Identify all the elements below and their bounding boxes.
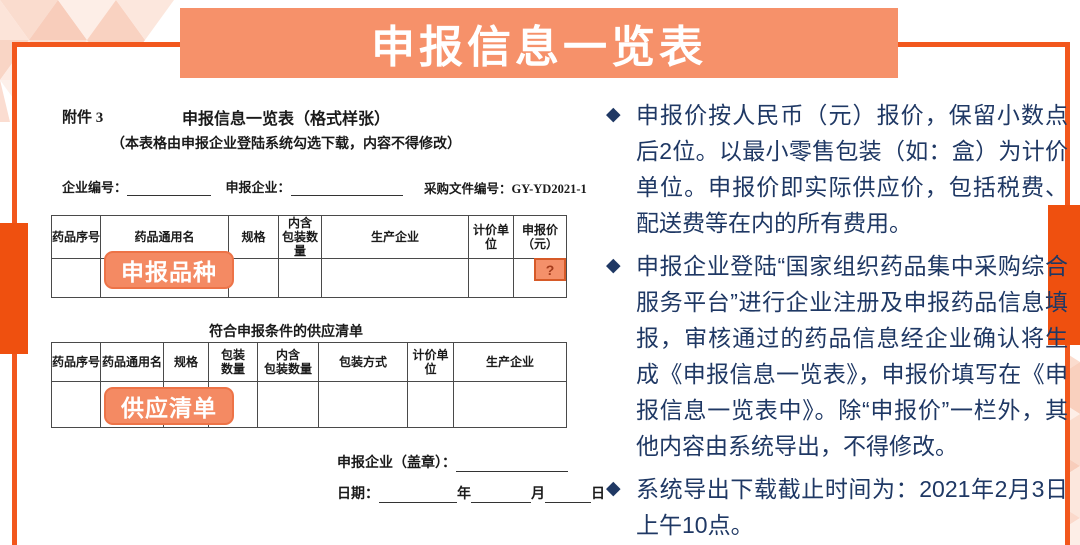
procurement-doc-number: GY-YD2021-1 [511,182,587,196]
declare-company-label: 申报企业： [225,180,291,195]
col-drug-no: 药品序号 [51,215,101,259]
col-price-unit: 计价单位 [468,215,514,259]
supply-list-callout: 供应清单 [104,387,234,425]
date-year-label: 年 [457,487,471,502]
document-subtitle: （本表格由申报企业登陆系统勾选下载，内容不得修改） [111,137,461,152]
col-spec: 规格 [163,342,209,382]
right-accent-bar [1048,205,1080,345]
attachment-label: 附件 3 [62,110,104,126]
signature-company-line: 申报企业（盖章）： [337,452,568,472]
company-fields: 企业编号： 申报企业： [62,177,403,196]
col-drug-name: 药品通用名 [100,342,164,382]
title-banner: 申报信息一览表 [180,8,898,78]
supply-list-table: 药品序号 药品通用名 规格 包装 数量 内含 包装数量 包装方式 计价单位 生产… [51,342,567,428]
signature-date-line: 日期： 年 月 日 [337,483,605,503]
col-price-unit: 计价单位 [407,342,454,382]
col-drug-no: 药品序号 [51,342,101,382]
note-text: 系统导出下载截止时间为：2021年2月3日上午10点。 [636,476,1068,538]
col-inner-pack-qty: 内含 包装数量 [278,215,322,259]
col-manufacturer: 生产企业 [453,342,567,382]
note-text: 申报企业登陆“国家组织药品集中采购综合服务平台”进行企业注册及申报药品信息填报，… [636,253,1068,459]
col-pack-qty: 包装 数量 [208,342,258,382]
note-item-platform-registration: ◆ 申报企业登陆“国家组织药品集中采购综合服务平台”进行企业注册及申报药品信息填… [606,248,1068,464]
signature-company-blank [456,457,568,472]
date-month-label: 月 [531,487,545,502]
diamond-bullet-icon: ◆ [606,255,621,276]
supply-list-header-row: 药品序号 药品通用名 规格 包装 数量 内含 包装数量 包装方式 计价单位 生产… [51,342,567,382]
declaration-table: 药品序号 药品通用名 规格 内含 包装数量 生产企业 计价单位 申报价 （元） [51,215,567,298]
company-code-label: 企业编号： [62,180,128,195]
date-day-label: 日 [591,487,605,502]
declared-price-placeholder: ? [534,258,566,281]
diamond-bullet-icon: ◆ [606,104,621,125]
date-month-blank [471,488,531,503]
procurement-doc-field: 采购文件编号：GY-YD2021-1 [424,178,587,197]
date-day-blank [545,488,591,503]
note-text: 申报价按人民币（元）报价，保留小数点后2位。以最小零售包装（如：盒）为计价单位。… [636,102,1068,236]
col-spec: 规格 [228,215,279,259]
procurement-doc-label: 采购文件编号： [424,182,512,196]
declared-variety-callout: 申报品种 [104,251,234,289]
note-item-pricing-rules: ◆ 申报价按人民币（元）报价，保留小数点后2位。以最小零售包装（如：盒）为计价单… [606,97,1068,241]
col-declared-price: 申报价 （元） [513,215,567,259]
col-inner-pack-qty: 内含 包装数量 [257,342,319,382]
notes-panel: ◆ 申报价按人民币（元）报价，保留小数点后2位。以最小零售包装（如：盒）为计价单… [606,97,1068,545]
left-accent-bar [0,223,28,354]
col-pack-method: 包装方式 [318,342,408,382]
diamond-bullet-icon: ◆ [606,478,621,499]
supply-list-title: 符合申报条件的供应清单 [209,325,363,340]
company-code-blank [127,182,212,196]
date-year-blank [379,488,457,503]
document-title: 申报信息一览表（格式样张） [181,111,390,128]
signature-company-label: 申报企业（盖章）： [337,456,456,471]
page-title: 申报信息一览表 [371,23,707,72]
col-manufacturer: 生产企业 [321,215,469,259]
declare-company-blank [290,182,403,196]
note-item-export-deadline: ◆ 系统导出下载截止时间为：2021年2月3日上午10点。 [606,471,1068,543]
date-label: 日期： [337,487,379,502]
